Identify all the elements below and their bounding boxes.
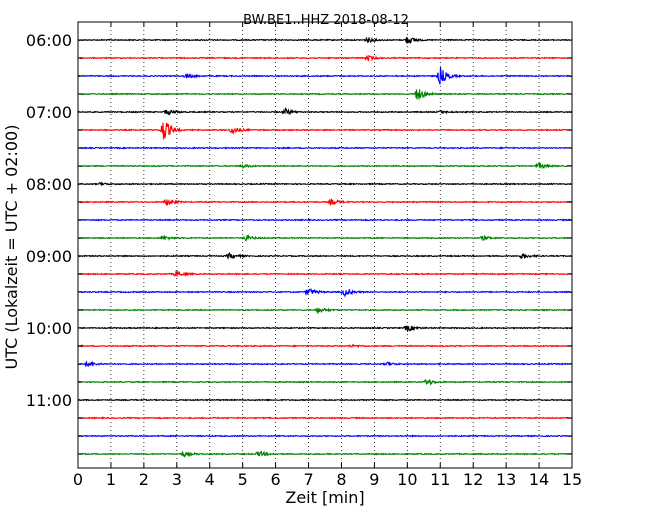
trace-1015 [77,344,573,349]
trace-0815 [77,198,573,206]
trace-0600 [77,36,573,44]
x-tick-label: 0 [73,470,83,489]
x-tick-label: 15 [562,470,582,489]
grid-layer [110,22,540,468]
trace-1045 [77,378,573,387]
x-tick-label: 11 [430,470,450,489]
x-tick-label: 8 [336,470,346,489]
plot-frame [77,21,573,469]
trace-1030 [77,360,573,368]
trace-0645 [77,89,573,100]
trace-0715 [77,122,573,140]
trace-0900 [77,252,573,261]
trace-0945 [77,307,573,314]
x-tick-label: 9 [369,470,379,489]
x-tick-label: 3 [172,470,182,489]
y-tick-label: 06:00 [26,31,72,50]
x-tick-label: 1 [106,470,116,489]
trace-1000 [77,325,573,332]
trace-0630 [77,66,573,85]
y-tick-label: 09:00 [26,247,72,266]
trace-1145 [77,450,573,458]
trace-layer [77,36,573,458]
y-tick-label: 08:00 [26,175,72,194]
label-layer: 0 1 2 3 4 5 6 7 8 9 10 11 12 13 14 1506:0007:0008:0009:… [26,31,582,489]
trace-1130 [77,434,573,438]
x-tick-label: 10 [397,470,417,489]
x-tick-label: 13 [496,470,516,489]
x-axis-label: Zeit [min] [285,488,364,507]
trace-0800 [77,181,573,186]
x-tick-label: 2 [139,470,149,489]
trace-0930 [77,287,573,298]
tick-layer [77,22,573,468]
x-tick-label: 5 [238,470,248,489]
x-tick-label: 4 [205,470,215,489]
x-tick-label: 7 [303,470,313,489]
trace-0700 [77,106,573,116]
trace-0915 [77,270,573,277]
trace-0830 [77,218,573,222]
y-tick-label: 11:00 [26,391,72,410]
trace-0745 [77,162,573,170]
y-tick-label: 07:00 [26,103,72,122]
trace-0730 [77,146,573,150]
trace-0845 [77,233,573,242]
x-tick-label: 12 [463,470,483,489]
x-tick-label: 6 [271,470,281,489]
y-tick-label: 10:00 [26,319,72,338]
x-tick-label: 14 [529,470,549,489]
y-axis-label: UTC (Lokalzeit = UTC + 02:00) [2,125,21,370]
chart-title: BW.BE1..HHZ 2018-08-12 [243,13,409,28]
trace-0615 [77,54,573,62]
trace-1100 [77,398,573,402]
trace-1115 [77,416,573,420]
